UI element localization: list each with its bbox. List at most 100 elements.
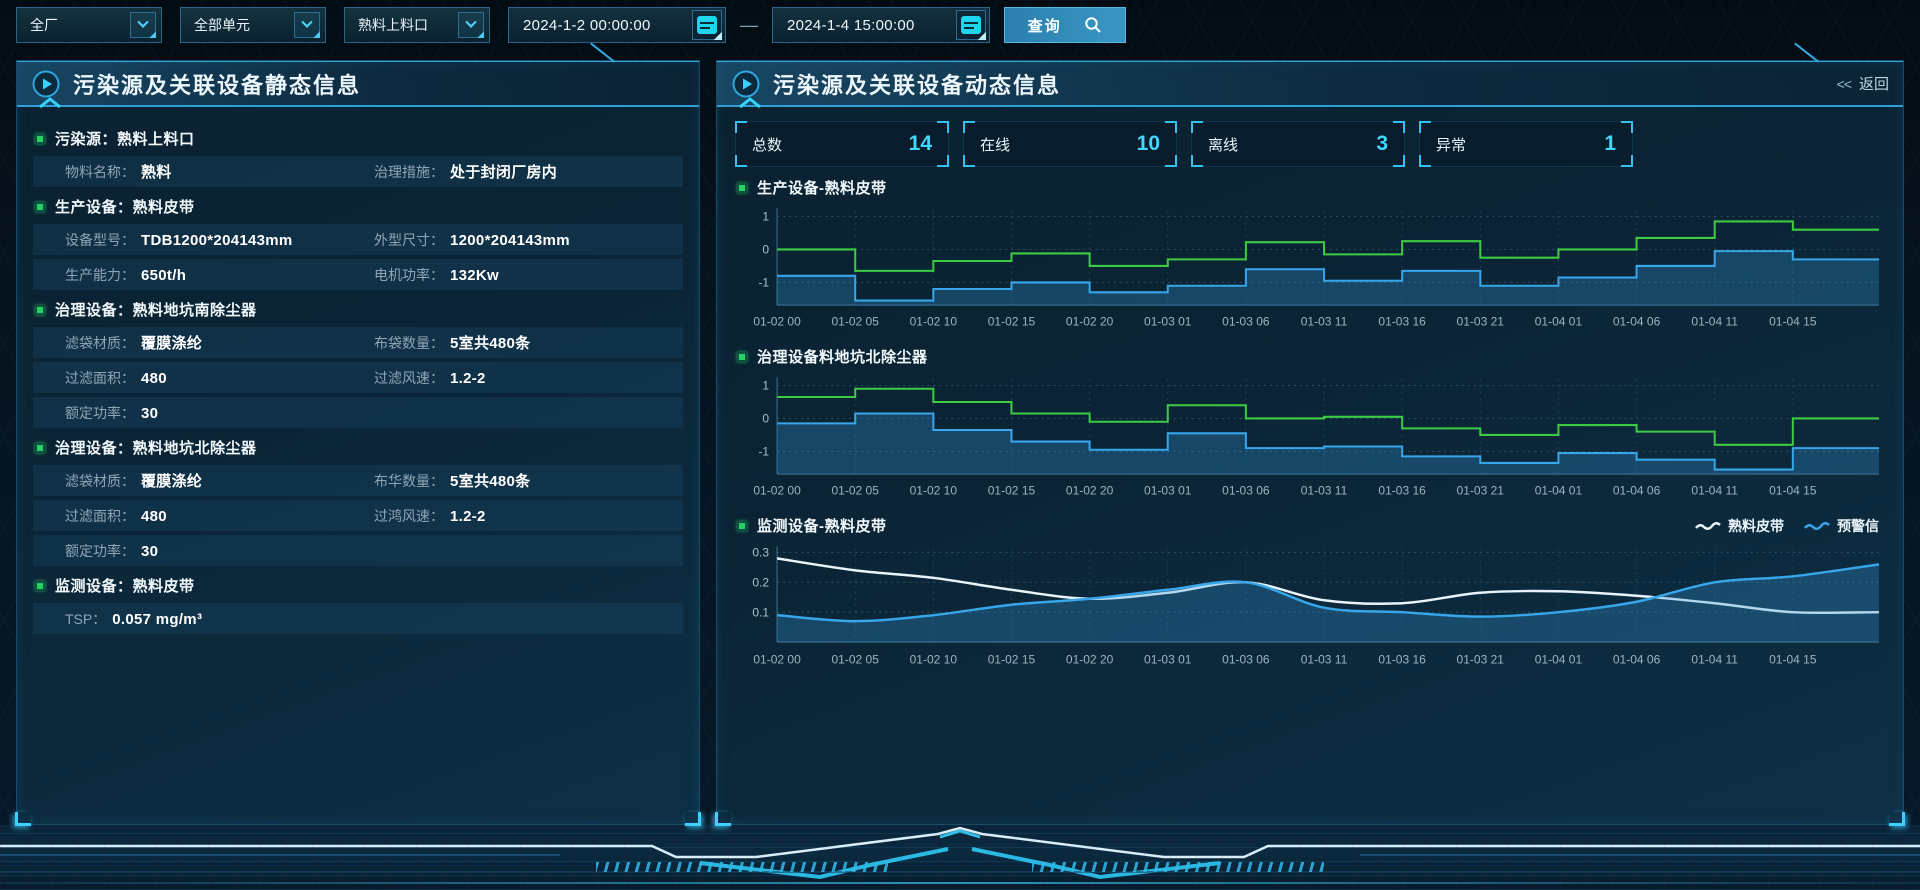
end-date-value: 2024-1-4 15:00:00 bbox=[787, 16, 915, 34]
production-chart: 1 0 -1 01-02 00 01-02 05 01-02 10 01-02 15 01-0… bbox=[735, 200, 1885, 336]
dynamic-info-body: 总数 14 在线 10 离线 3 异常 1 生产设备-熟料皮带 1 0 -1 01-02 00 01-… bbox=[717, 107, 1903, 674]
double-chevron-left-icon: << bbox=[1836, 75, 1852, 92]
svg-text:01-03 11: 01-03 11 bbox=[1301, 484, 1348, 498]
info-value: 30 bbox=[141, 404, 159, 422]
date-range-separator: — bbox=[740, 14, 758, 35]
static-info-panel: 污染源及关联设备静态信息 污染源：熟料上料口 物料名称： 熟料 治理措施： 处于封闭厂房… bbox=[15, 60, 701, 826]
svg-text:-1: -1 bbox=[758, 275, 769, 289]
svg-text:01-04 06: 01-04 06 bbox=[1613, 653, 1661, 667]
info-cell: 过鸿风速： 1.2-2 bbox=[374, 506, 683, 526]
svg-text:01-03 21: 01-03 21 bbox=[1457, 653, 1505, 667]
corner-bracket bbox=[1393, 155, 1405, 167]
info-value: 1.2-2 bbox=[450, 507, 486, 525]
treatment-chart: 1 0 -1 01-02 00 01-02 05 01-02 10 01-02 15 01-0… bbox=[735, 369, 1885, 505]
info-label: 滤袋材质： bbox=[65, 335, 135, 351]
chevron-down-icon[interactable] bbox=[458, 12, 484, 38]
svg-text:01-04 11: 01-04 11 bbox=[1691, 653, 1738, 667]
chevron-up-decoration bbox=[737, 95, 763, 113]
info-label: 治理措施： bbox=[374, 164, 444, 180]
svg-text:01-04 15: 01-04 15 bbox=[1769, 484, 1817, 498]
section-title: 生产设备：熟料皮带 bbox=[35, 196, 683, 217]
corner-bracket bbox=[1393, 121, 1405, 133]
chart-svg: 1 0 -1 01-02 00 01-02 05 01-02 10 01-02 15 01-0… bbox=[753, 377, 1879, 498]
svg-text:-1: -1 bbox=[758, 444, 769, 458]
svg-text:0: 0 bbox=[762, 242, 769, 256]
svg-text:01-02 00: 01-02 00 bbox=[753, 484, 801, 498]
svg-text:01-02 05: 01-02 05 bbox=[831, 484, 879, 498]
info-label: 布袋数量： bbox=[374, 335, 444, 351]
svg-text:01-02 05: 01-02 05 bbox=[831, 315, 879, 329]
stat-card: 在线 10 bbox=[963, 121, 1177, 167]
footer-decoration bbox=[0, 825, 1920, 890]
corner-bracket bbox=[937, 121, 949, 133]
chevron-down-icon[interactable] bbox=[294, 12, 320, 38]
chart-legend: 熟料皮带 预警信 bbox=[1695, 516, 1879, 536]
chart-title: 生产设备-熟料皮带 bbox=[757, 180, 887, 197]
svg-text:01-02 15: 01-02 15 bbox=[988, 484, 1036, 498]
svg-text:01-03 06: 01-03 06 bbox=[1222, 315, 1270, 329]
corner-bracket bbox=[963, 121, 975, 133]
chevron-down-icon[interactable] bbox=[130, 12, 156, 38]
stat-card: 总数 14 bbox=[735, 121, 949, 167]
svg-text:01-02 00: 01-02 00 bbox=[753, 315, 801, 329]
stat-label: 异常 bbox=[1436, 136, 1467, 154]
corner-bracket bbox=[735, 155, 747, 167]
svg-text:01-03 11: 01-03 11 bbox=[1301, 653, 1348, 667]
chart-svg: 1 0 -1 01-02 00 01-02 05 01-02 10 01-02 15 01-0… bbox=[753, 208, 1879, 329]
unit-select[interactable]: 全部单元 bbox=[180, 7, 326, 43]
search-button-label: 查询 bbox=[1027, 17, 1062, 35]
chart-title-row: 监测设备-熟料皮带 熟料皮带 预警信 bbox=[737, 515, 1885, 536]
info-value: 480 bbox=[141, 507, 167, 525]
start-date-value: 2024-1-2 00:00:00 bbox=[523, 16, 651, 34]
static-info-panel-title: 污染源及关联设备静态信息 bbox=[73, 72, 362, 98]
legend-label: 预警信 bbox=[1837, 517, 1879, 534]
source-select[interactable]: 熟料上料口 bbox=[344, 7, 490, 43]
info-label: 电机功率： bbox=[374, 266, 444, 283]
calendar-icon[interactable] bbox=[956, 10, 986, 40]
svg-text:01-03 16: 01-03 16 bbox=[1378, 315, 1426, 329]
end-date-input[interactable]: 2024-1-4 15:00:00 bbox=[772, 7, 990, 43]
green-square-bullet bbox=[737, 520, 747, 531]
svg-text:01-02 15: 01-02 15 bbox=[988, 653, 1036, 667]
svg-text:01-03 21: 01-03 21 bbox=[1457, 484, 1505, 498]
stat-value: 10 bbox=[1136, 132, 1160, 155]
corner-bracket bbox=[1621, 121, 1633, 133]
info-cell: 设备型号： TDB1200*204143mm bbox=[65, 230, 374, 250]
svg-text:01-04 11: 01-04 11 bbox=[1691, 484, 1738, 498]
back-button[interactable]: << 返回 bbox=[1837, 73, 1889, 94]
section-title: 污染源：熟料上料口 bbox=[35, 128, 683, 149]
green-square-bullet bbox=[737, 182, 747, 193]
section-title-text: 治理设备：熟料地坑南除尘器 bbox=[55, 302, 257, 319]
play-icon bbox=[31, 69, 61, 99]
info-label: 过滤风速： bbox=[374, 369, 444, 386]
chart-block-production: 生产设备-熟料皮带 1 0 -1 01-02 00 01-02 05 01-02 10 01… bbox=[735, 177, 1885, 336]
info-cell: 过滤风速： 1.2-2 bbox=[374, 368, 683, 388]
source-select-value: 熟料上料口 bbox=[358, 17, 428, 33]
svg-text:01-02 20: 01-02 20 bbox=[1066, 315, 1114, 329]
start-date-input[interactable]: 2024-1-2 00:00:00 bbox=[508, 7, 726, 43]
svg-text:01-03 16: 01-03 16 bbox=[1378, 653, 1426, 667]
corner-bracket bbox=[1419, 121, 1431, 133]
section-title: 治理设备：熟料地坑南除尘器 bbox=[35, 299, 683, 320]
legend-item-warning[interactable]: 预警信 bbox=[1804, 516, 1879, 536]
stat-value: 3 bbox=[1376, 132, 1388, 155]
static-info-list: 污染源：熟料上料口 物料名称： 熟料 治理措施： 处于封闭厂房内 生产设备：熟料皮带 设备型… bbox=[17, 107, 699, 634]
corner-bracket bbox=[1165, 155, 1177, 167]
legend-item-material-belt[interactable]: 熟料皮带 bbox=[1695, 516, 1784, 536]
info-label: 额定功率： bbox=[65, 542, 135, 559]
svg-text:01-02 05: 01-02 05 bbox=[831, 653, 879, 667]
plant-select[interactable]: 全厂 bbox=[16, 7, 162, 43]
svg-text:01-04 06: 01-04 06 bbox=[1613, 315, 1661, 329]
calendar-icon[interactable] bbox=[692, 10, 722, 40]
info-row: TSP： 0.057 mg/m³ bbox=[33, 603, 683, 634]
dynamic-info-panel-header: 污染源及关联设备动态信息 << 返回 bbox=[717, 61, 1903, 109]
search-button[interactable]: 查询 bbox=[1004, 7, 1126, 43]
corner-bracket bbox=[1621, 155, 1633, 167]
svg-text:01-04 15: 01-04 15 bbox=[1769, 653, 1817, 667]
info-value: 覆膜涤纶 bbox=[141, 473, 203, 490]
panel-corner-accent bbox=[685, 812, 701, 826]
svg-text:01-04 01: 01-04 01 bbox=[1535, 653, 1583, 667]
info-value: TDB1200*204143mm bbox=[141, 231, 293, 249]
svg-text:1: 1 bbox=[762, 209, 769, 223]
info-cell: 滤袋材质： 覆膜涤纶 bbox=[65, 332, 374, 353]
